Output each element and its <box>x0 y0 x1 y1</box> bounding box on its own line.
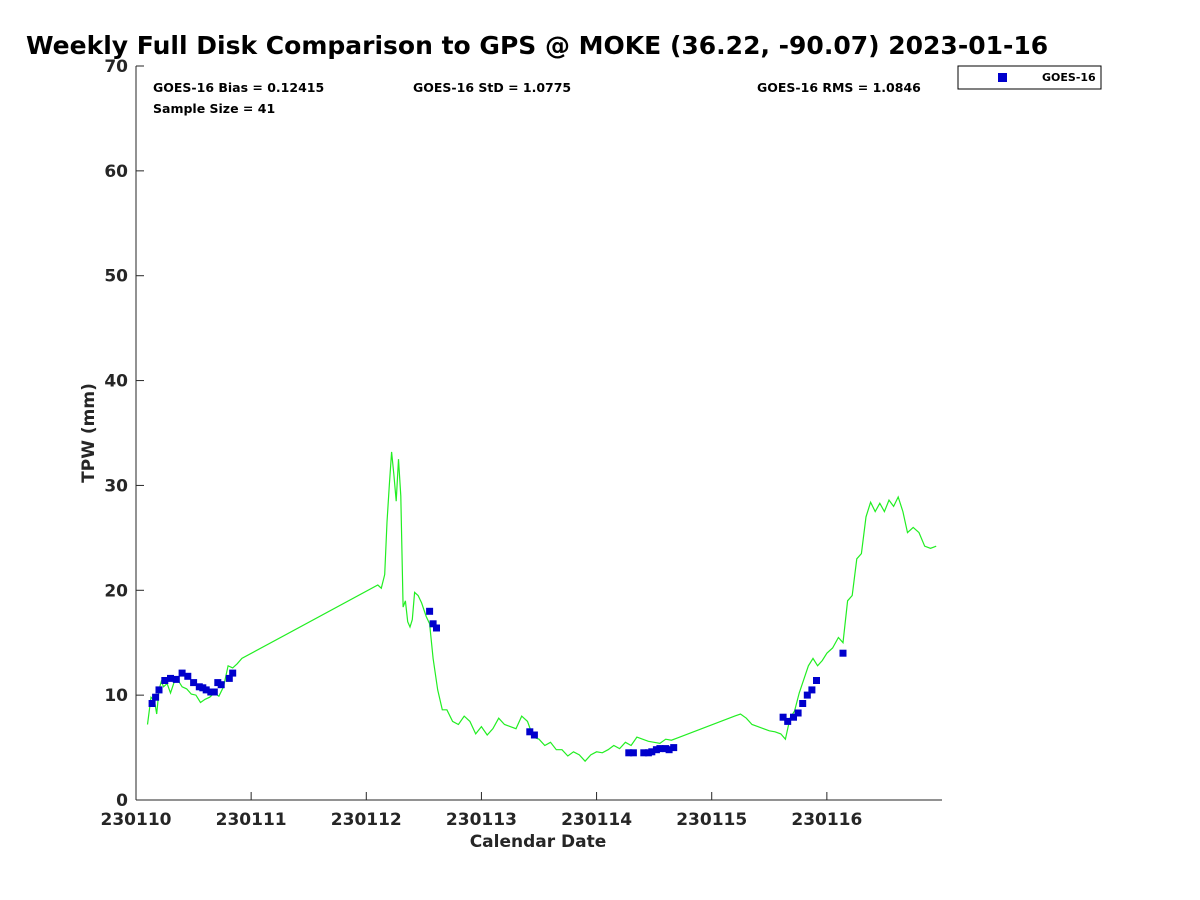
goes16-point <box>148 700 156 707</box>
goes16-point <box>190 679 198 687</box>
y-tick-label: 70 <box>104 57 128 77</box>
goes16-point <box>530 731 538 739</box>
goes16-point <box>799 700 807 707</box>
goes16-point <box>202 686 210 694</box>
goes16-point <box>790 713 797 721</box>
goes16-point <box>178 669 186 677</box>
x-tick-label: 230110 <box>101 810 172 830</box>
plot-area <box>146 451 937 763</box>
goes16-point <box>172 675 180 683</box>
goes16-point <box>210 688 218 696</box>
goes16-point <box>640 749 648 757</box>
chart-title: Weekly Full Disk Comparison to GPS @ MOK… <box>26 31 1048 60</box>
x-tick-label: 230113 <box>446 810 517 830</box>
rms-stat: GOES-16 RMS = 1.0846 <box>757 80 921 95</box>
y-tick-label: 40 <box>104 372 128 392</box>
goes16-point <box>152 693 160 701</box>
y-tick-label: 10 <box>104 686 128 706</box>
goes16-point <box>433 624 440 632</box>
goes16-point <box>656 745 664 753</box>
y-tick-label: 50 <box>104 267 128 287</box>
x-tick-label: 230116 <box>791 810 862 830</box>
legend-box <box>957 65 1102 90</box>
y-tick-label: 0 <box>116 791 128 811</box>
goes16-point <box>625 749 633 757</box>
goes16-point <box>161 677 169 684</box>
gps-tpw-line <box>146 451 937 763</box>
y-axis-label: TPW (mm) <box>79 383 99 483</box>
plot-axes: 0 10 20 30 40 50 60 70 230110 230111 230112 230113 2… <box>101 57 942 830</box>
goes16-point <box>155 686 163 694</box>
y-tick-label: 60 <box>104 162 128 182</box>
goes16-point <box>813 677 820 684</box>
sample-size-stat: Sample Size = 41 <box>153 101 275 116</box>
goes16-point <box>794 709 802 717</box>
goes16-point <box>629 749 637 757</box>
std-stat: GOES-16 StD = 1.0775 <box>413 80 571 95</box>
legend-label-goes16: GOES-16 <box>1042 71 1096 84</box>
goes16-point <box>184 672 192 680</box>
goes16-point <box>167 674 174 682</box>
y-tick-label: 30 <box>104 476 128 496</box>
legend: GOES-16 <box>957 65 1102 90</box>
x-tick-label: 230112 <box>331 810 402 830</box>
goes16-point <box>648 748 656 756</box>
y-tick-label: 20 <box>104 581 128 601</box>
x-tick-label: 230114 <box>561 810 632 830</box>
goes16-point <box>670 744 678 752</box>
goes16-point <box>803 691 811 699</box>
goes16-point <box>526 728 534 736</box>
goes16-point <box>839 649 847 657</box>
goes16-point <box>426 607 434 615</box>
x-axis-label: Calendar Date <box>470 832 607 852</box>
goes16-point <box>429 620 437 628</box>
goes16-point <box>808 686 816 694</box>
goes16-point <box>229 669 237 677</box>
goes16-point <box>779 713 787 721</box>
goes16-point <box>225 674 233 682</box>
goes16-point <box>665 746 673 754</box>
legend-marker-goes16 <box>998 73 1007 82</box>
x-tick-label: 230115 <box>676 810 747 830</box>
bias-stat: GOES-16 Bias = 0.12415 <box>153 80 324 95</box>
goes16-point <box>784 717 792 725</box>
x-tick-label: 230111 <box>216 810 287 830</box>
goes16-point <box>217 681 225 689</box>
